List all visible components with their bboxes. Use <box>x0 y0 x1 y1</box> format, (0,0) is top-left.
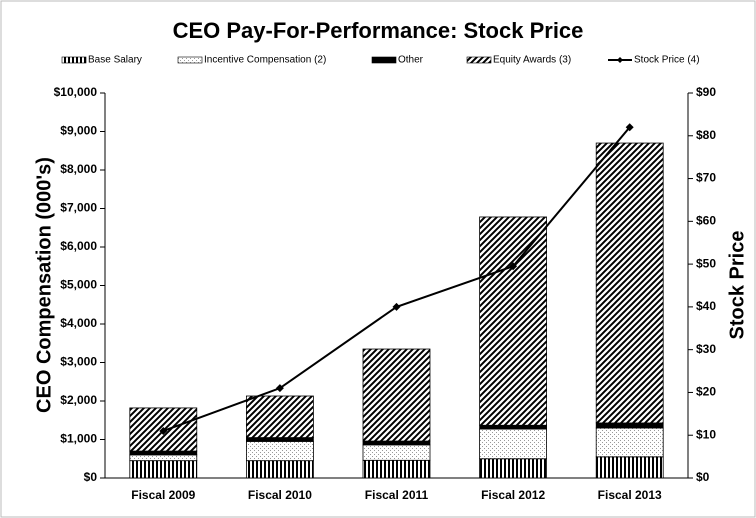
bar-segment <box>245 437 314 442</box>
line-marker <box>625 123 634 132</box>
y-tick-label: $2,000 <box>60 393 97 407</box>
legend-label: Stock Price (4) <box>634 55 700 66</box>
bar-segment <box>129 450 198 456</box>
legend-label: Base Salary <box>88 55 142 66</box>
y-tick-label: $9,000 <box>60 124 97 138</box>
x-tick-label: Fiscal 2012 <box>481 488 545 502</box>
x-tick-label: Fiscal 2009 <box>131 488 195 502</box>
y2-tick-label: $20 <box>696 385 716 399</box>
bar-segment <box>595 142 664 424</box>
bar-segment <box>362 440 431 446</box>
bar-segment <box>245 460 314 479</box>
legend-swatch <box>466 56 492 64</box>
y2-tick-label: $70 <box>696 171 716 185</box>
bar-segment <box>129 460 198 479</box>
bar-segment <box>245 441 314 462</box>
x-tick-label: Fiscal 2013 <box>598 488 662 502</box>
legend-label: Incentive Compensation (2) <box>204 55 326 66</box>
y-tick-label: $7,000 <box>60 201 97 215</box>
legend-label: Equity Awards (3) <box>493 55 571 66</box>
y-tick-label: $0 <box>84 470 98 484</box>
y2-tick-label: $10 <box>696 427 716 441</box>
bar-segment <box>129 454 198 462</box>
y-tick-label: $3,000 <box>60 355 97 369</box>
y2-axis-label: Stock Price <box>726 231 748 340</box>
bar-segment <box>479 428 548 460</box>
y-tick-label: $10,000 <box>54 85 98 99</box>
legend-swatch <box>61 56 87 64</box>
x-tick-label: Fiscal 2011 <box>365 488 429 502</box>
bar-segment <box>479 458 548 479</box>
y-axis-label: CEO Compensation (000's) <box>33 157 55 413</box>
bar-segment <box>595 456 664 479</box>
bar-segment <box>479 216 548 426</box>
bar-segment <box>362 348 431 442</box>
line-marker <box>275 384 284 393</box>
y2-tick-label: $80 <box>696 128 716 142</box>
y2-tick-label: $40 <box>696 299 716 313</box>
bar-segment <box>479 424 548 430</box>
legend-label: Other <box>398 55 424 66</box>
y-tick-label: $6,000 <box>60 239 97 253</box>
chart-title: CEO Pay-For-Performance: Stock Price <box>173 18 584 43</box>
line-marker <box>392 302 401 311</box>
y-tick-label: $4,000 <box>60 316 97 330</box>
bar-segment <box>245 395 314 438</box>
bar-segment <box>362 459 431 479</box>
bar-segment <box>595 422 664 429</box>
y2-tick-label: $30 <box>696 342 716 356</box>
bar-segment <box>595 427 664 458</box>
y2-tick-label: $0 <box>696 470 710 484</box>
y2-tick-label: $50 <box>696 256 716 270</box>
y-tick-label: $8,000 <box>60 162 97 176</box>
line-marker <box>509 262 518 271</box>
y-tick-label: $5,000 <box>60 278 97 292</box>
y2-tick-label: $60 <box>696 214 716 228</box>
legend-swatch <box>371 56 397 64</box>
y2-tick-label: $90 <box>696 85 716 99</box>
bar-segment <box>362 444 431 461</box>
legend-marker <box>617 57 623 63</box>
x-tick-label: Fiscal 2010 <box>248 488 312 502</box>
legend-swatch <box>177 56 203 64</box>
line-marker <box>159 426 168 435</box>
y-tick-label: $1,000 <box>60 432 97 446</box>
